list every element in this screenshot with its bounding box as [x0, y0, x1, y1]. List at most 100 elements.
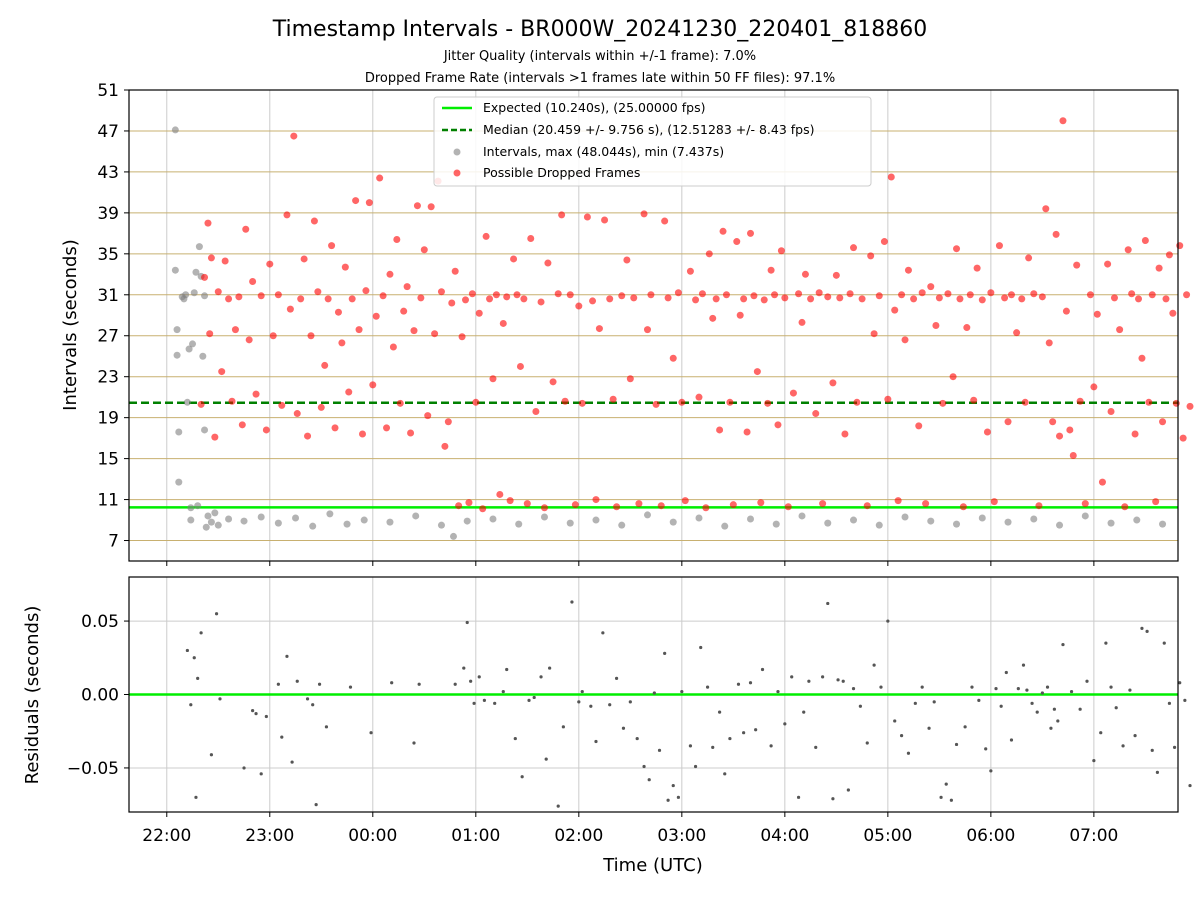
interval-point — [343, 520, 351, 528]
residual-point — [324, 725, 329, 729]
dropped-frame-point — [1045, 339, 1053, 347]
bottom-y-ticks: 0.05 0.00 −0.05 — [67, 612, 129, 779]
interval-point — [747, 515, 755, 523]
dropped-frame-point — [413, 202, 421, 210]
residual-point — [865, 741, 869, 745]
interval-point — [207, 518, 215, 526]
dropped-frame-point — [678, 398, 686, 406]
residual-point — [348, 685, 353, 689]
residual-point — [1035, 710, 1039, 714]
dropped-frame-point — [583, 213, 591, 221]
dropped-frame-point — [664, 294, 672, 302]
dropped-frame-point — [661, 217, 669, 225]
dropped-frame-point — [1049, 418, 1057, 426]
interval-point — [360, 516, 368, 524]
dropped-frame-point — [317, 403, 325, 411]
dropped-frame-point — [383, 424, 391, 432]
residual-point — [920, 685, 924, 689]
residual-point — [711, 745, 715, 749]
dropped-frame-point — [331, 424, 339, 432]
residual-point — [783, 722, 787, 726]
residual-point — [199, 631, 203, 635]
dropped-frame-point — [1159, 418, 1167, 426]
dropped-frame-point — [566, 291, 574, 299]
dropped-frame-point — [681, 497, 689, 505]
dropped-frame-point — [983, 428, 991, 436]
dropped-frame-point — [1169, 309, 1177, 317]
dropped-frame-point — [1135, 295, 1143, 303]
top-y-tick-label: 51 — [97, 81, 119, 101]
interval-point — [189, 340, 197, 348]
interval-point — [824, 519, 832, 527]
dropped-frame-point — [606, 295, 614, 303]
top-y-tick-label: 47 — [97, 122, 119, 142]
dropped-frame-point — [245, 336, 253, 344]
dropped-frame-point — [523, 500, 531, 508]
residual-point — [652, 691, 656, 695]
interval-point — [309, 522, 317, 530]
dropped-frame-point — [307, 332, 315, 340]
residual-point — [742, 731, 746, 735]
residual-point — [621, 726, 626, 730]
interval-point — [592, 516, 600, 524]
legend: Expected (10.240s), (25.00000 fps) Media… — [433, 96, 872, 187]
dropped-frame-point — [420, 246, 428, 254]
dropped-frame-point — [944, 290, 952, 298]
residual-point — [693, 764, 698, 769]
dropped-frame-point — [249, 277, 257, 285]
dropped-frame-point — [1004, 418, 1012, 426]
x-tick-label: 00:00 — [348, 826, 397, 846]
top-y-tick-label: 31 — [97, 286, 119, 306]
residual-point — [532, 695, 536, 700]
legend-label-median: Median (20.459 +/- 9.756 s), (12.51283 +… — [483, 122, 814, 137]
interval-point — [201, 292, 209, 300]
residual-point — [671, 783, 675, 788]
interval-point — [192, 268, 200, 276]
dropped-frame-point — [362, 287, 370, 295]
dropped-frame-point — [922, 500, 930, 508]
residual-point — [314, 803, 318, 807]
dropped-frame-point — [468, 290, 476, 298]
residual-point — [527, 698, 531, 702]
dropped-frame-point — [262, 426, 270, 434]
residual-point — [290, 760, 294, 764]
dropped-frame-point — [652, 400, 660, 408]
dropped-frame-point — [578, 399, 586, 407]
dropped-frame-point — [1052, 230, 1060, 238]
residual-point — [851, 687, 856, 691]
residual-point — [614, 676, 619, 680]
dropped-frame-point — [218, 368, 226, 376]
interval-point — [643, 511, 651, 519]
residual-point — [705, 685, 710, 689]
interval-point — [274, 519, 282, 527]
residual-point — [913, 701, 917, 705]
residual-point — [1056, 719, 1060, 723]
interval-point — [618, 521, 626, 529]
residual-point — [836, 678, 840, 682]
dropped-frame-point — [801, 270, 809, 278]
residual-point — [1009, 738, 1014, 742]
dropped-frame-point — [784, 503, 792, 511]
dropped-frame-point — [815, 289, 823, 297]
interval-point — [173, 326, 181, 334]
x-tick-label: 04:00 — [760, 826, 809, 846]
dropped-frame-point — [774, 421, 782, 429]
residual-point — [218, 697, 222, 701]
dropped-frame-point — [736, 311, 744, 319]
residual-point — [520, 775, 524, 779]
chart-subtitle-dropped: Dropped Frame Rate (intervals >1 frames … — [365, 71, 835, 86]
interval-point — [1056, 521, 1064, 529]
dropped-frame-point — [540, 504, 548, 512]
dropped-frame-point — [513, 291, 521, 299]
residual-point — [1167, 701, 1172, 705]
interval-point — [182, 291, 190, 299]
top-plot-points — [171, 117, 1194, 540]
interval-point — [540, 513, 548, 521]
dropped-frame-point — [211, 433, 219, 441]
interval-point — [1133, 516, 1141, 524]
dropped-frame-point — [352, 197, 360, 205]
legend-label-expected: Expected (10.240s), (25.00000 fps) — [483, 100, 705, 115]
interval-point — [190, 289, 198, 297]
residual-point — [688, 744, 693, 748]
dropped-frame-point — [824, 293, 832, 301]
